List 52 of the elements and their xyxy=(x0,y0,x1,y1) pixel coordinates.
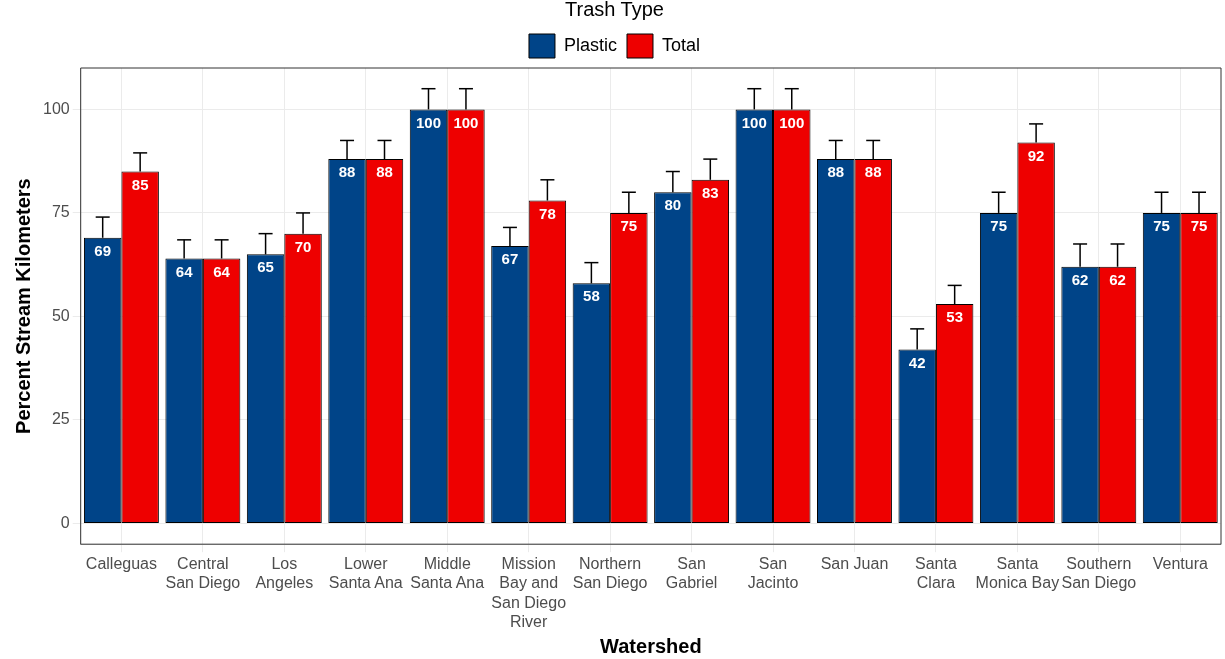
data-label: 75 xyxy=(1190,217,1208,235)
x-tick-label: Central San Diego xyxy=(165,555,241,592)
x-tick-label: Lower Santa Ana xyxy=(328,555,403,592)
data-label: 88 xyxy=(827,163,845,181)
y-tick-label: 100 xyxy=(42,99,70,117)
x-tick-label: San Gabriel xyxy=(665,555,718,592)
y-tick-label: 50 xyxy=(51,306,70,324)
data-label: 62 xyxy=(1109,270,1126,288)
data-label: 100 xyxy=(779,113,805,131)
x-tick-label: Southern San Diego xyxy=(1061,555,1137,592)
y-axis-title: Percent Stream Kilometers xyxy=(11,178,34,434)
x-tick-label: Calleguas xyxy=(85,555,157,573)
data-label: 69 xyxy=(94,241,112,259)
x-tick-label: Middle Santa Ana xyxy=(410,555,485,592)
y-tick-label: 0 xyxy=(60,513,70,531)
data-label: 88 xyxy=(864,163,882,181)
x-tick-label: Los Angeles xyxy=(255,555,314,592)
data-label: 64 xyxy=(175,262,194,280)
data-label: 65 xyxy=(257,258,274,276)
data-label: 88 xyxy=(376,163,393,181)
data-label: 88 xyxy=(338,163,356,181)
data-label: 67 xyxy=(501,250,519,268)
y-tick-label: 75 xyxy=(51,203,70,221)
data-label: 100 xyxy=(741,113,767,131)
legend-label: Plastic xyxy=(563,34,617,55)
data-label: 78 xyxy=(539,204,556,222)
data-label: 70 xyxy=(294,237,312,255)
x-tick-label: San Jacinto xyxy=(747,555,799,592)
x-tick-label: San Juan xyxy=(820,555,889,573)
data-label: 75 xyxy=(990,217,1007,235)
data-label: 83 xyxy=(701,183,719,201)
x-tick-label: Northern San Diego xyxy=(572,555,648,592)
data-label: 64 xyxy=(213,262,231,280)
y-tick-label: 25 xyxy=(51,410,70,428)
data-label: 75 xyxy=(620,217,638,235)
data-label: 100 xyxy=(453,113,479,131)
data-label: 53 xyxy=(946,308,963,326)
legend-label: Total xyxy=(662,34,701,55)
x-tick-label: Ventura xyxy=(1152,555,1208,573)
legend-title: Trash Type xyxy=(565,0,664,20)
data-label: 62 xyxy=(1071,270,1089,288)
x-tick-label: Santa Monica Bay xyxy=(975,555,1060,592)
data-label: 80 xyxy=(664,196,682,214)
data-label: 100 xyxy=(415,113,441,131)
data-label: 92 xyxy=(1027,146,1045,164)
x-tick-label: Santa Clara xyxy=(915,555,957,592)
data-label: 85 xyxy=(131,175,149,193)
data-label: 42 xyxy=(908,353,926,371)
x-tick-label: Mission Bay and San Diego River xyxy=(491,555,567,630)
x-axis-title: Watershed xyxy=(600,634,702,657)
data-label: 58 xyxy=(583,287,600,305)
data-label: 75 xyxy=(1153,217,1170,235)
